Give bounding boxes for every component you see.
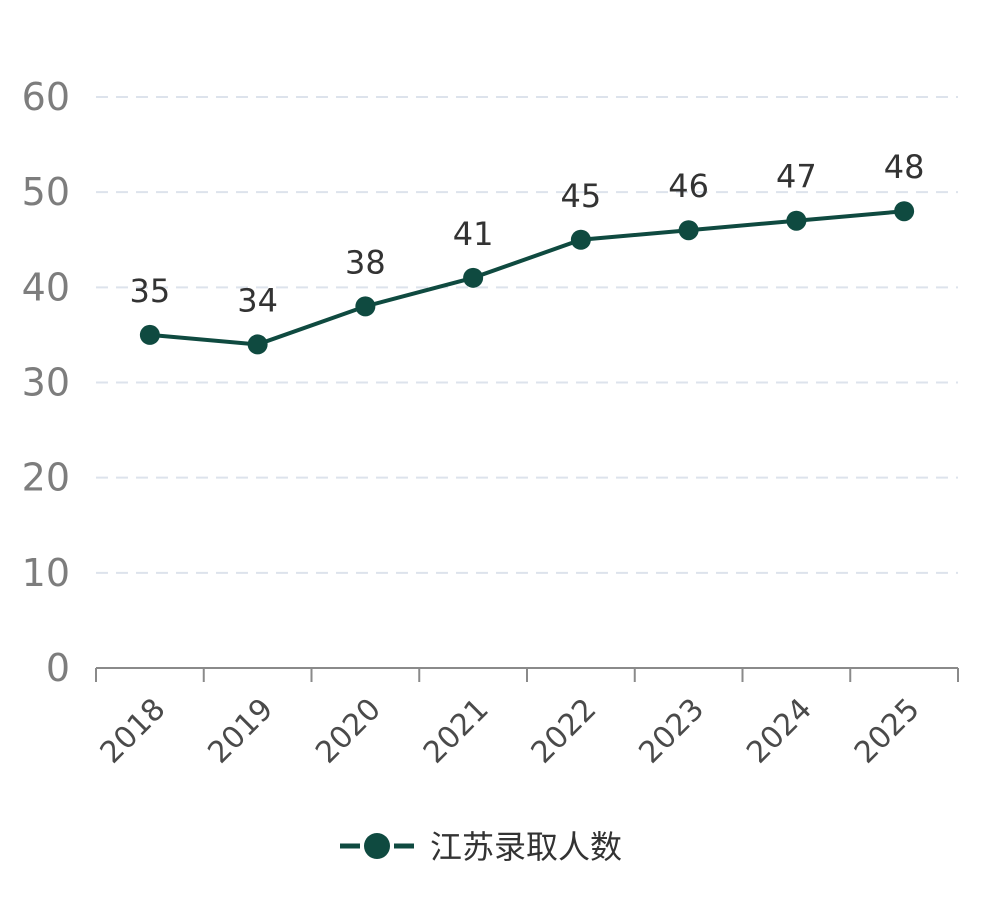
data-point-2021	[463, 267, 484, 288]
data-point-2024	[786, 210, 807, 231]
y-tick-label-20: 20	[22, 456, 70, 500]
series-layer	[139, 201, 915, 355]
data-point-2025	[894, 201, 915, 222]
data-label-2020: 38	[345, 243, 386, 281]
data-label-2019: 34	[237, 281, 278, 319]
y-tick-label-30: 30	[22, 361, 70, 405]
series-line	[149, 209, 905, 347]
x-axis	[95, 667, 959, 682]
data-point-2019	[247, 334, 268, 355]
legend-label: 江苏录取人数	[430, 828, 622, 866]
x-tick-label-2020: 2020	[309, 692, 388, 771]
x-tick-label-2023: 2023	[632, 692, 711, 771]
data-point-2023	[678, 220, 699, 241]
data-label-2022: 45	[561, 177, 602, 215]
x-tick-label-2025: 2025	[848, 692, 927, 771]
y-tick-label-40: 40	[22, 265, 70, 309]
y-tick-label-10: 10	[22, 551, 70, 595]
legend-marker	[364, 833, 390, 859]
data-labels: 35 34 38 41 45 46 47 48	[130, 148, 925, 319]
data-label-2018: 35	[130, 272, 171, 310]
gridlines	[96, 96, 958, 574]
x-axis-tick-labels: 2018 2019 2020 2021 2022 2023 2024 2025	[94, 692, 927, 771]
x-tick-label-2019: 2019	[201, 692, 280, 771]
y-tick-label-50: 50	[22, 170, 70, 214]
data-label-2023: 46	[668, 167, 709, 205]
y-axis-tick-labels: 0 10 20 30 40 50 60	[22, 75, 70, 690]
y-tick-label-60: 60	[22, 75, 70, 119]
y-tick-label-0: 0	[46, 646, 70, 690]
x-tick-label-2022: 2022	[525, 692, 604, 771]
data-label-2025: 48	[884, 148, 925, 186]
data-point-2018	[139, 324, 160, 345]
x-tick-label-2018: 2018	[94, 692, 173, 771]
data-point-2022	[570, 229, 591, 250]
x-tick-label-2021: 2021	[417, 692, 496, 771]
data-point-2020	[355, 296, 376, 317]
data-label-2024: 47	[776, 158, 817, 196]
legend[interactable]: 江苏录取人数	[340, 828, 622, 866]
data-label-2021: 41	[453, 215, 494, 253]
x-tick-label-2024: 2024	[740, 692, 819, 771]
